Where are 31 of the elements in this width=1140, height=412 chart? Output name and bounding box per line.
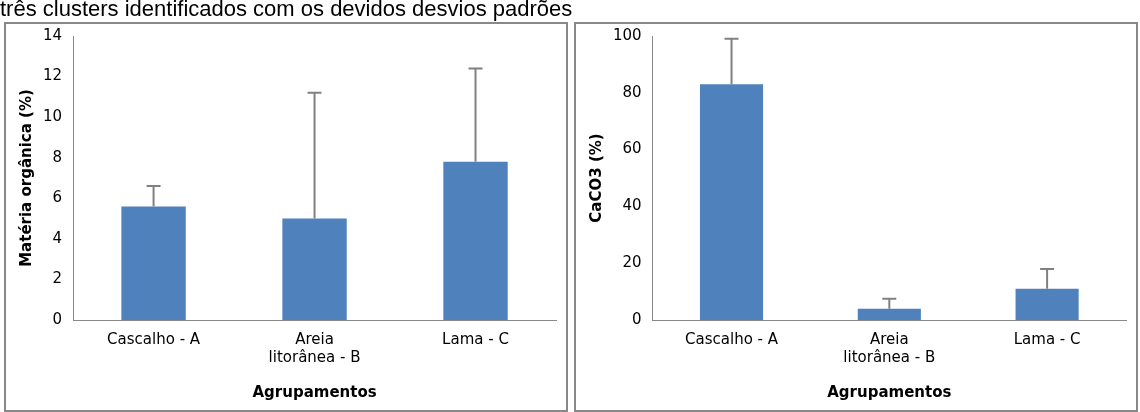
y-tick-label: 8 — [52, 147, 63, 166]
y-tick-label: 6 — [52, 188, 63, 207]
bar — [1015, 288, 1079, 320]
x-tick-label: Areia litorânea - B — [268, 329, 361, 366]
x-tick-label: Cascalho - A — [685, 329, 779, 348]
bar — [121, 206, 186, 320]
y-tick-label: 20 — [622, 253, 642, 272]
y-tick-label: 0 — [52, 309, 63, 328]
y-tick-label: 4 — [52, 228, 63, 247]
y-tick-label: 40 — [622, 196, 642, 215]
y-tick-label: 100 — [612, 25, 642, 44]
x-tick-label: Cascalho - A — [107, 329, 201, 348]
y-tick-label: 12 — [42, 66, 63, 85]
x-axis-title: Agrupamentos — [252, 382, 377, 401]
bar — [443, 161, 508, 320]
x-tick-label: Lama - C — [1013, 329, 1081, 348]
bar — [699, 84, 764, 320]
text: três clusters identificados com os devidos desvios padrões — [0, 0, 573, 22]
y-axis-title: Matéria orgânica (%) — [16, 89, 35, 267]
y-tick-label: 10 — [42, 107, 63, 126]
x-tick-label: Lama - C — [442, 329, 509, 348]
y-axis-title: CaCO3 (%) — [586, 133, 605, 223]
bar — [857, 308, 921, 320]
y-tick-label: 14 — [42, 25, 63, 44]
y-tick-label: 80 — [622, 82, 642, 101]
y-tick-label: 2 — [52, 269, 63, 288]
x-tick-label: Areia litorânea - B — [843, 329, 936, 366]
y-tick-label: 60 — [622, 139, 642, 158]
y-tick-label: 0 — [632, 309, 642, 328]
x-axis-title: Agrupamentos — [827, 382, 952, 401]
bar — [282, 218, 347, 320]
